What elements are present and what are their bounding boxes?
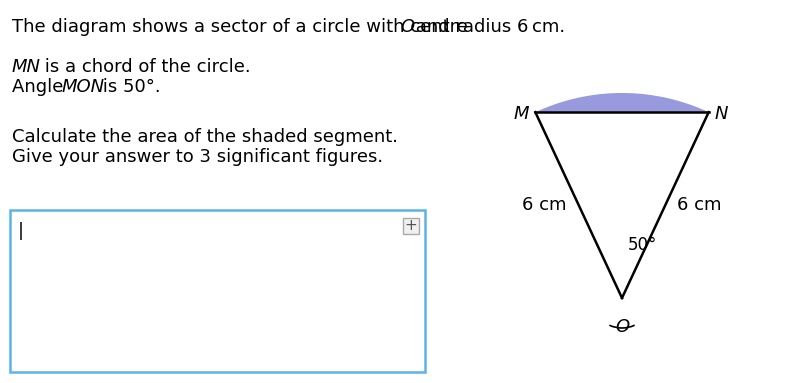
Text: 6 cm: 6 cm: [678, 196, 722, 214]
Text: N: N: [714, 105, 728, 123]
Text: Calculate the area of the shaded segment.: Calculate the area of the shaded segment…: [12, 128, 398, 146]
Text: +: +: [405, 218, 418, 234]
Text: O: O: [400, 18, 414, 36]
Text: |: |: [18, 222, 24, 240]
Text: is a chord of the circle.: is a chord of the circle.: [39, 58, 250, 76]
Text: Give your answer to 3 significant figures.: Give your answer to 3 significant figure…: [12, 148, 383, 166]
Text: 6 cm: 6 cm: [522, 196, 566, 214]
Text: The diagram shows a sector of a circle with centre: The diagram shows a sector of a circle w…: [12, 18, 474, 36]
Text: MN: MN: [12, 58, 41, 76]
Polygon shape: [535, 93, 709, 112]
Text: and radius 6 cm.: and radius 6 cm.: [410, 18, 565, 36]
Text: is 50°.: is 50°.: [97, 78, 161, 96]
Text: MON: MON: [62, 78, 105, 96]
FancyBboxPatch shape: [403, 218, 419, 234]
Text: 50°: 50°: [628, 236, 658, 254]
Bar: [10, 210, 425, 372]
Text: O: O: [615, 318, 629, 336]
Text: M: M: [514, 105, 530, 123]
Text: Angle: Angle: [12, 78, 69, 96]
